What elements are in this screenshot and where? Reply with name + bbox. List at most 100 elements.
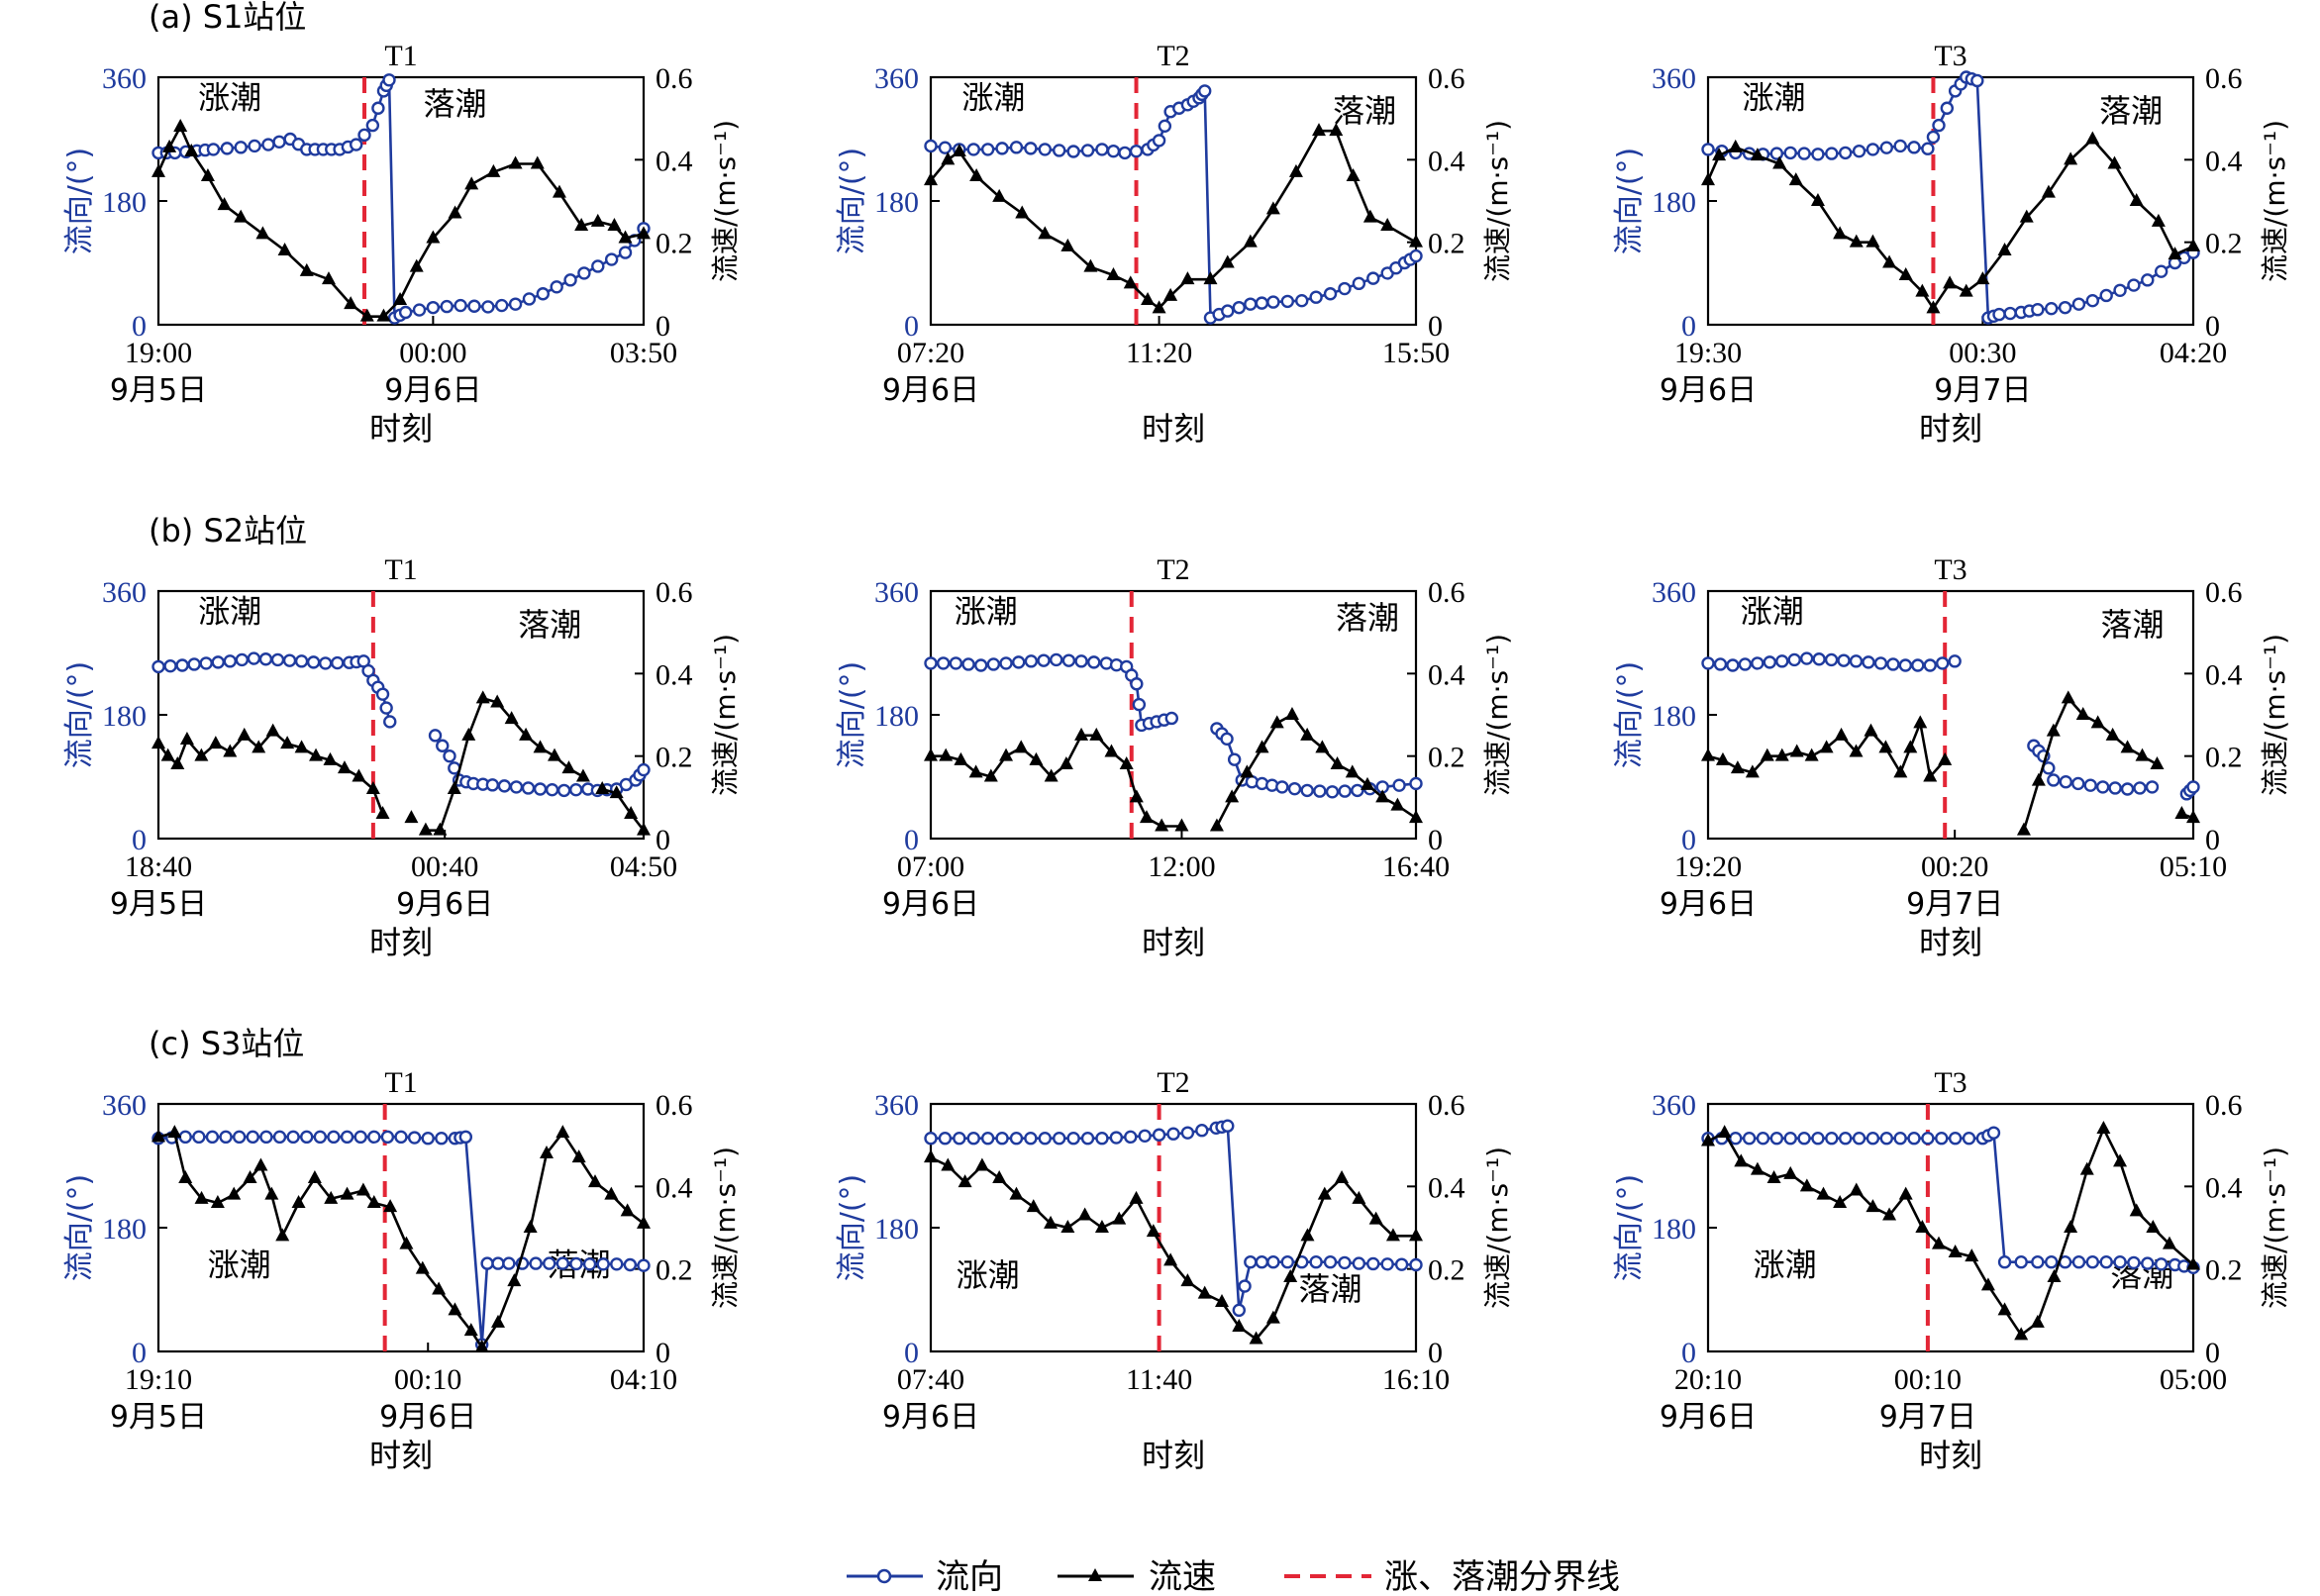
direction-point (961, 657, 975, 671)
x-axis-label: 时刻 (1919, 924, 1982, 961)
right-tick-label: 0 (2205, 824, 2220, 856)
left-tick-label: 180 (874, 186, 919, 219)
speed-point (1345, 764, 1360, 778)
speed-point (160, 748, 175, 761)
direction-point (407, 1131, 422, 1145)
speed-point (1174, 818, 1189, 832)
right-tick-label: 0.6 (2205, 62, 2243, 95)
direction-point (199, 656, 213, 670)
direction-point (1852, 144, 1866, 158)
direction-point (1756, 1132, 1770, 1146)
speed-point (1965, 1248, 1979, 1262)
speed-point (2107, 155, 2122, 169)
speed-point (1074, 727, 1089, 741)
direction-point (604, 252, 619, 266)
right-tick-label: 0.2 (2205, 1254, 2243, 1287)
direction-point (282, 653, 297, 667)
speed-point (2113, 1153, 2128, 1167)
direction-point (924, 1132, 938, 1146)
direction-point (1325, 785, 1340, 799)
speed-point (575, 768, 590, 782)
direction-point (2031, 303, 2045, 317)
speed-point (1882, 254, 1897, 268)
direction-point (2071, 297, 2086, 311)
direction-point (318, 656, 333, 670)
direction-point (973, 658, 988, 672)
speed-point (992, 1170, 1007, 1183)
direction-point (1280, 294, 1294, 309)
right-axis-label: 流速/(m·s⁻¹) (1481, 634, 1514, 796)
direction-point (258, 652, 273, 666)
direction-point (521, 781, 536, 795)
direction-point (2003, 306, 2017, 321)
speed-point (1833, 226, 1848, 240)
direction-point (234, 141, 248, 154)
speed-point (1750, 1161, 1765, 1175)
speed-point (1866, 1199, 1880, 1213)
left-axis-label: 流向/(°) (835, 1174, 869, 1282)
speed-point (2061, 690, 2075, 704)
direction-point (2058, 300, 2072, 315)
direction-point (1220, 732, 1234, 747)
panel-title: T3 (1934, 553, 1967, 586)
speed-point (968, 764, 983, 778)
direction-point (2059, 775, 2072, 789)
speed-point (1014, 740, 1029, 753)
panel-title: T3 (1934, 40, 1967, 72)
direction-point (1907, 141, 1921, 154)
speed-point (243, 1170, 257, 1183)
x-tick-label: 00:20 (1921, 850, 1988, 883)
x-tick-label: 05:10 (2160, 850, 2227, 883)
direction-point (1366, 1256, 1380, 1271)
direction-point (2085, 1255, 2100, 1269)
direction-point (1244, 1255, 1258, 1269)
direction-point (1799, 651, 1814, 665)
right-tick-label: 0.4 (2205, 145, 2243, 177)
direction-point (1366, 271, 1380, 285)
speed-point (1833, 1195, 1848, 1208)
direction-point (1997, 1255, 2012, 1269)
direction-point (331, 655, 345, 670)
direction-point (1866, 1132, 1880, 1146)
speed-point (508, 155, 523, 169)
speed-point (307, 1170, 322, 1183)
left-tick-label: 0 (1681, 1337, 1696, 1369)
direction-point (1132, 697, 1147, 712)
chart-panel: (c) S3站位 T1 0 180 360 0 0.2 0.4 0.6 19:10 00:10 04:… (62, 1025, 742, 1474)
direction-point (467, 299, 481, 313)
speed-point (1362, 209, 1377, 223)
direction-point (1313, 784, 1327, 798)
speed-point (1380, 218, 1395, 231)
x-tick-label: 00:10 (1894, 1363, 1962, 1396)
direction-point (1866, 143, 1880, 156)
direction-point (980, 1132, 995, 1146)
speed-point (447, 781, 461, 794)
direction-point (596, 1257, 610, 1271)
direction-point (426, 300, 441, 315)
speed-point (1409, 1228, 1423, 1242)
speed-point (463, 1323, 478, 1337)
speed-point (178, 1170, 193, 1183)
left-tick-label: 360 (874, 1089, 919, 1122)
speed-point (426, 230, 441, 244)
direction-point (1166, 1127, 1180, 1141)
speed-point (595, 781, 610, 794)
panel-title: T2 (1157, 1066, 1189, 1099)
speed-point (1009, 1186, 1024, 1200)
direction-point (1921, 142, 1935, 155)
speed-point (561, 760, 576, 774)
speed-point (167, 1125, 182, 1139)
speed-point (1915, 1220, 1930, 1233)
speed-point (609, 785, 624, 799)
speed-point (1180, 271, 1195, 285)
direction-point (1825, 1132, 1839, 1146)
direction-point (1238, 1279, 1252, 1293)
speed-point (2186, 238, 2200, 251)
speed-point (1284, 707, 1299, 720)
speed-point (1044, 768, 1059, 782)
direction-point (1898, 658, 1913, 672)
direction-point (995, 142, 1009, 155)
speed-point (352, 768, 366, 782)
left-tick-label: 180 (1652, 186, 1696, 219)
direction-point (2145, 780, 2160, 794)
